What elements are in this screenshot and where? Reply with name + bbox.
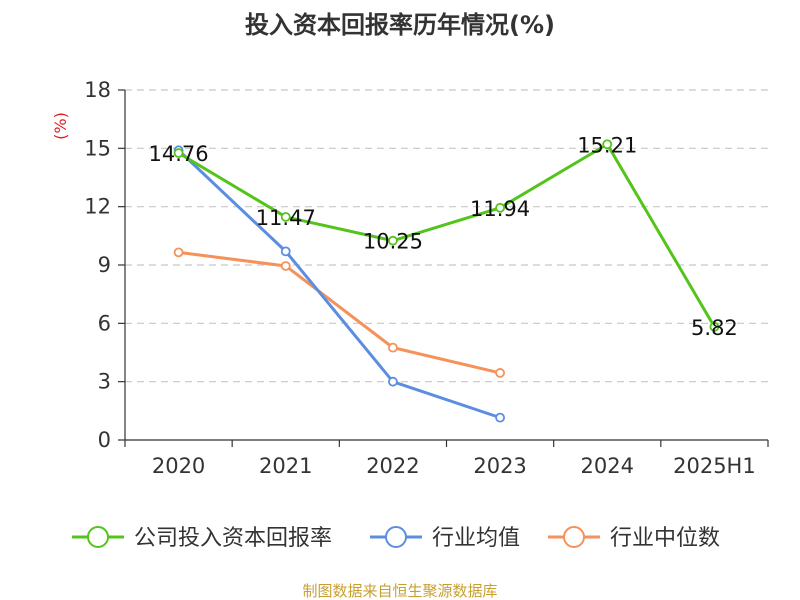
data-label-2022: 10.25: [363, 230, 423, 254]
x-tick-label-2020: 2020: [152, 454, 205, 478]
grid-lines: [125, 89, 768, 383]
legend-marker: [385, 526, 407, 548]
series-0-point-2024[interactable]: [602, 139, 613, 150]
y-tick-label-0: 0: [98, 428, 111, 452]
data-label-2024: 15.21: [577, 133, 637, 157]
data-label-2023: 11.94: [470, 197, 530, 221]
series-1-point-2022[interactable]: [388, 376, 398, 387]
legend-label: 行业中位数: [610, 526, 720, 551]
y-tick-label-18: 18: [84, 78, 111, 102]
data-label-2021: 11.47: [256, 206, 316, 230]
y-tick-label-12: 12: [84, 195, 111, 219]
series-2-point-2023[interactable]: [495, 368, 505, 378]
series-0-point-2022[interactable]: [388, 235, 398, 246]
x-tick-label-2023: 2023: [473, 454, 526, 478]
x-tick-label-2021: 2021: [259, 454, 312, 478]
axes: 0 3 6 9 12 15 18 2020 2021 2022 2023 2024 2025H1: [84, 78, 769, 478]
series-line-1: [177, 149, 501, 420]
data-labels: 14.76 11.47 10.25 11.94 15.21 5.82: [149, 133, 738, 340]
series-line-2: [178, 250, 501, 375]
series-line-0: [177, 142, 716, 328]
y-axis-label: (%): [51, 112, 70, 140]
series-2-point-2021[interactable]: [280, 261, 291, 271]
y-tick-label-6: 6: [98, 311, 111, 335]
x-tick-label-2022: 2022: [366, 454, 419, 478]
legend-marker: [87, 526, 109, 548]
series-layer: [173, 139, 720, 423]
series-1-point-2021[interactable]: [280, 246, 291, 257]
x-tick-label-2024: 2024: [581, 454, 634, 478]
legend-item-2[interactable]: 行业中位数: [548, 526, 720, 551]
legend-label: 行业均值: [432, 526, 520, 551]
legend-item-1[interactable]: 行业均值: [370, 526, 520, 551]
data-label-2025H1: 5.82: [691, 316, 738, 340]
data-label-2020: 14.76: [149, 142, 209, 166]
chart-title: 投入资本回报率历年情况(%): [245, 11, 555, 39]
series-1-point-2023[interactable]: [495, 412, 505, 423]
series-0-point-2025H1[interactable]: [709, 321, 720, 332]
series-2-point-2022[interactable]: [388, 342, 398, 353]
legend[interactable]: 公司投入资本回报率 行业均值 行业中位数: [72, 526, 720, 551]
series-2-point-2020[interactable]: [173, 247, 184, 258]
series-0-point-2021[interactable]: [280, 212, 291, 222]
x-tick-label-2025H1: 2025H1: [673, 454, 756, 478]
source-note: 制图数据来自恒生聚源数据库: [302, 582, 497, 600]
legend-marker: [563, 526, 585, 548]
y-tick-label-9: 9: [98, 253, 111, 277]
series-0-point-2020[interactable]: [173, 148, 184, 158]
y-tick-label-3: 3: [98, 370, 111, 394]
series-0-point-2023[interactable]: [495, 202, 505, 213]
y-tick-label-15: 15: [84, 136, 111, 160]
legend-label: 公司投入资本回报率: [134, 526, 332, 551]
legend-item-0[interactable]: 公司投入资本回报率: [72, 526, 332, 551]
